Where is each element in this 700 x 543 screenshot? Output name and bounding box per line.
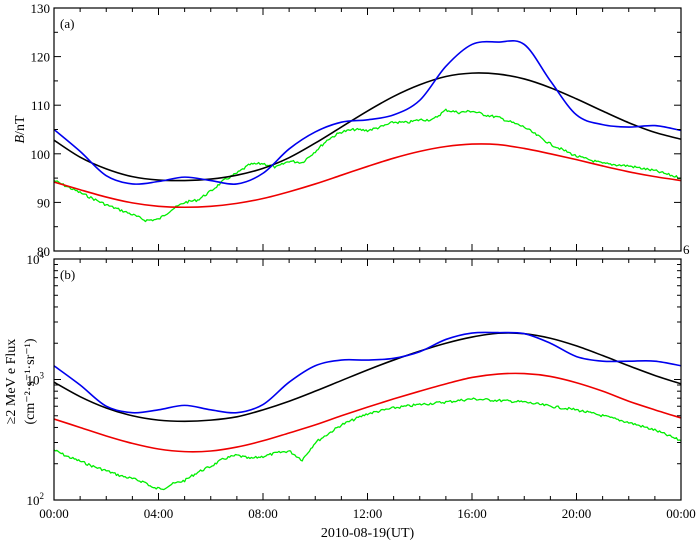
panel-b-series-model-black	[54, 332, 681, 423]
panel-b-label: (b)	[60, 267, 75, 282]
panel-b-y-axis-title: ≥2 MeV e Flux	[4, 339, 19, 425]
panel-a-series-model-black	[54, 72, 681, 182]
panel-b-series	[54, 331, 681, 491]
panel-a-y-tick-label: 80	[37, 244, 50, 259]
panel-a-y-tick-label: 120	[31, 50, 51, 65]
panel-a-y-axis-title: B/nT	[13, 115, 28, 143]
x-tick-label: 16:00	[457, 506, 487, 521]
panel-b-series-model-blue	[54, 331, 681, 414]
panel-b-y-tick-label: 102	[27, 491, 45, 508]
x-axis-title: 2010-08-19(UT)	[321, 526, 415, 541]
panel-b-y-axis-units: (cm⁻²·s⁻¹·sr⁻¹)	[23, 338, 38, 424]
panel-a-y-axis-title-symbol: B	[13, 135, 28, 144]
panel-b-series-model-red	[54, 372, 681, 453]
panel-a-label: (a)	[60, 16, 74, 31]
panel-a-y-tick-label: 90	[37, 195, 50, 210]
panel-b-y-tick-label: 103	[27, 371, 45, 388]
x-tick-label: 04:00	[144, 506, 174, 521]
panel-b-ticks: 102 103 104	[27, 250, 682, 508]
x-tick-label: 20:00	[562, 506, 592, 521]
x-axis: 00:00 04:00 08:00 12:00 16:00 20:00 00:00	[39, 506, 696, 521]
panel-a-series-model-red	[54, 143, 681, 209]
panel-a-frame	[53, 7, 682, 252]
panel-b-y-tick-label: 104	[27, 250, 45, 267]
panel-a-y-tick-label: 100	[31, 147, 51, 162]
panel-b-frame	[53, 258, 682, 501]
x-tick-label: 00:00	[666, 506, 696, 521]
panel-a-ticks: 80 90 100 110 120 130	[31, 1, 682, 259]
panel-a-y-axis-title-unit: /nT	[13, 115, 28, 135]
panel-a-y-tick-label: 110	[31, 98, 50, 113]
panel-a-magnetic-field: 80 90 100 110 120 130 (a) 6 B/nT	[13, 1, 690, 259]
panel-a-series	[54, 40, 681, 223]
x-tick-label: 12:00	[353, 506, 383, 521]
panel-b-series-observed	[54, 397, 681, 491]
x-tick-label: 08:00	[248, 506, 278, 521]
panel-a-y-tick-label: 130	[31, 1, 51, 16]
panel-a-series-observed	[54, 108, 681, 223]
panel-a-stray-label: 6	[683, 242, 690, 257]
x-tick-label: 00:00	[39, 506, 69, 521]
panel-a-series-model-blue	[54, 40, 681, 185]
panel-b-electron-flux: 102 103 104 (b) ≥2 MeV e Flux (cm⁻²·s⁻¹·sr…	[4, 250, 682, 508]
